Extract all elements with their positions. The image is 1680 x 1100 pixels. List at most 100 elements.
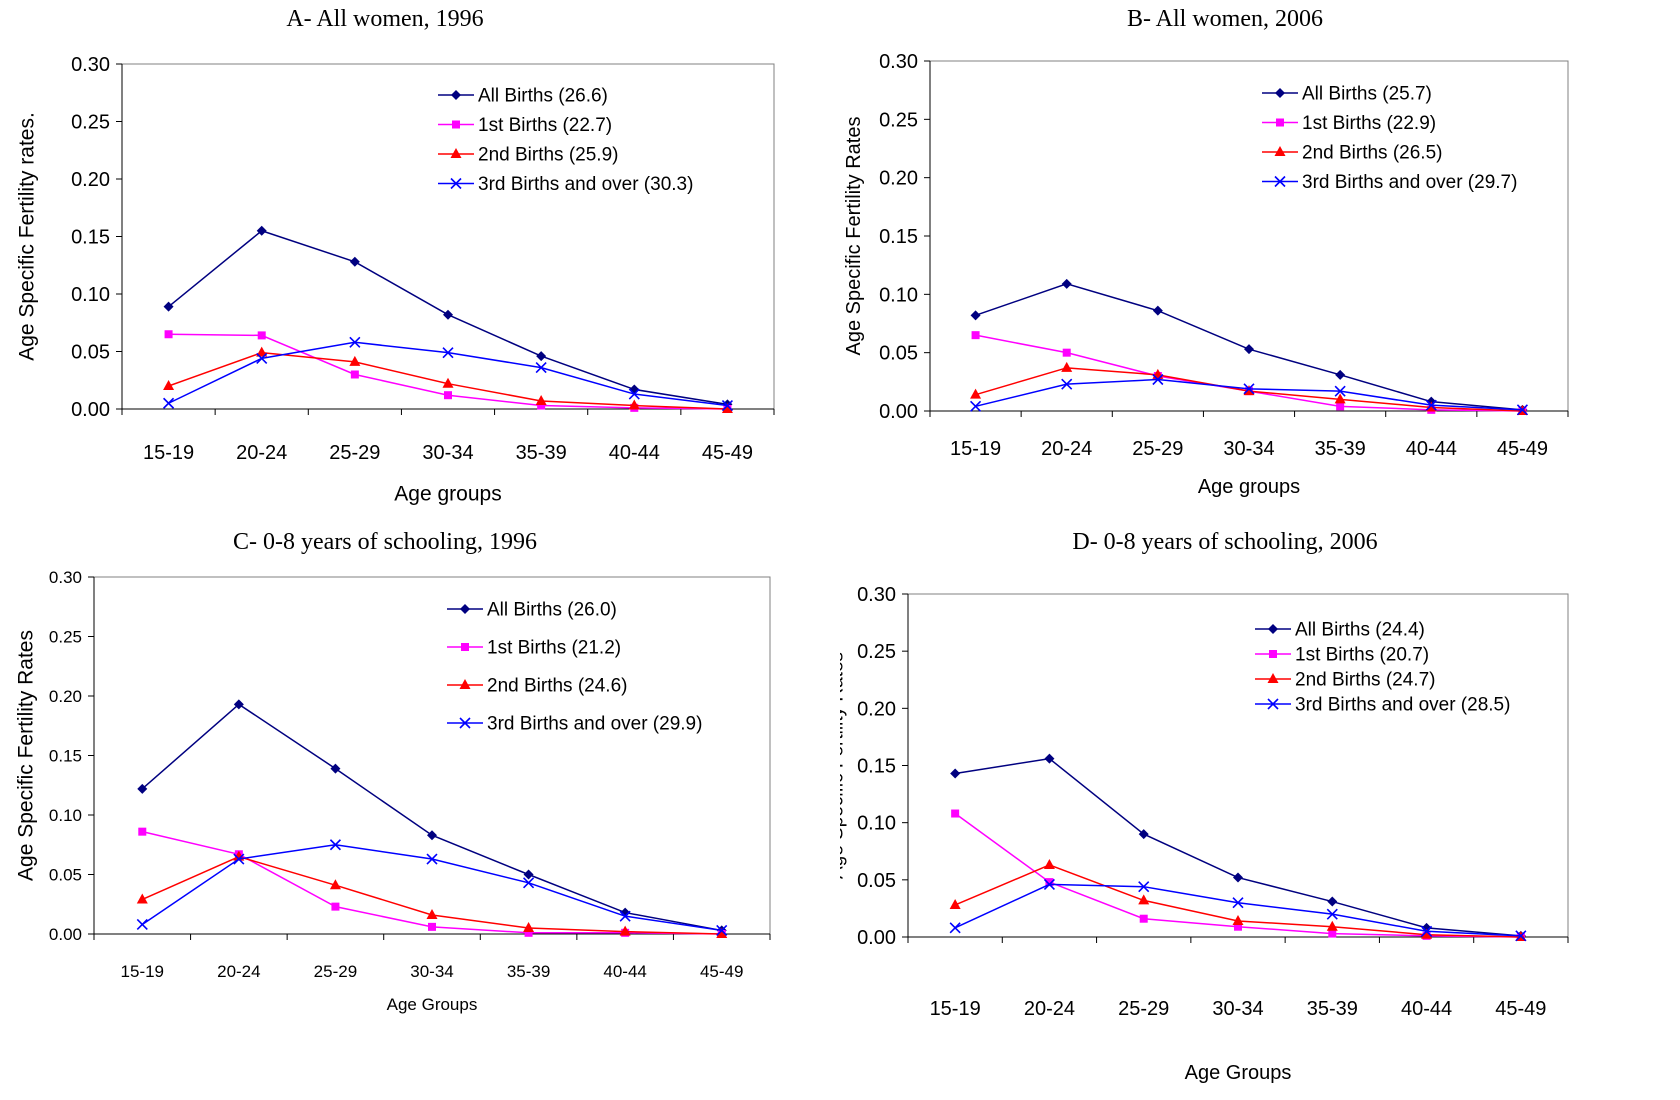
legend-item: 1st Births (22.9) xyxy=(1262,113,1436,134)
x-axis-label: Age Groups xyxy=(387,995,478,1014)
series-2 xyxy=(138,827,726,938)
data-point xyxy=(1152,373,1164,386)
data-point xyxy=(1043,858,1055,869)
y-tick-label: 0.20 xyxy=(71,169,110,191)
y-tick-label: 0.30 xyxy=(857,584,896,606)
x-axis-label: Age groups xyxy=(1198,476,1300,498)
y-tick-label: 0.10 xyxy=(857,813,896,835)
legend-label: All Births (26.0) xyxy=(487,600,617,621)
data-point xyxy=(138,827,147,836)
series-3 xyxy=(163,346,733,413)
y-tick-label: 0.10 xyxy=(49,806,82,825)
legend-item: 2nd Births (24.7) xyxy=(1255,670,1435,691)
data-point xyxy=(1061,378,1073,390)
x-tick-label: 15-19 xyxy=(143,442,194,464)
legend-label: 2nd Births (25.9) xyxy=(478,145,618,166)
data-point xyxy=(619,910,631,922)
y-tick-label: 0.05 xyxy=(71,342,110,364)
data-point xyxy=(1232,914,1244,925)
x-tick-label: 20-24 xyxy=(217,962,260,981)
data-point xyxy=(442,347,454,359)
data-point xyxy=(523,869,534,880)
data-point xyxy=(163,301,174,312)
legend-item: 3rd Births and over (28.5) xyxy=(1255,695,1510,716)
x-tick-label: 45-49 xyxy=(700,962,743,981)
y-axis-label: Age Specific Fertility Rates xyxy=(840,652,848,879)
legend-marker xyxy=(452,120,460,129)
data-point xyxy=(428,922,436,931)
x-tick-label: 45-49 xyxy=(702,442,753,464)
legend-item: 1st Births (20.7) xyxy=(1255,645,1429,666)
data-point xyxy=(136,893,148,904)
x-tick-label: 15-19 xyxy=(950,438,1001,460)
data-point xyxy=(1421,928,1433,939)
data-point xyxy=(1138,881,1150,893)
data-point xyxy=(163,380,175,390)
legend-label: 3rd Births and over (30.3) xyxy=(478,174,693,195)
data-point xyxy=(716,924,728,936)
x-tick-label: 40-44 xyxy=(603,962,646,981)
legend-item: All Births (26.0) xyxy=(447,600,617,621)
y-tick-label: 0.30 xyxy=(49,568,82,587)
y-tick-label: 0.25 xyxy=(49,627,82,646)
data-point xyxy=(950,768,961,779)
data-point xyxy=(970,400,982,412)
y-tick-label: 0.15 xyxy=(71,227,110,249)
x-tick-label: 15-19 xyxy=(930,998,981,1020)
legend-label: 2nd Births (26.5) xyxy=(1302,143,1442,164)
legend-marker xyxy=(1276,118,1284,127)
x-tick-label: 40-44 xyxy=(609,442,660,464)
x-axis-label: Age groups xyxy=(394,482,501,505)
data-point xyxy=(329,839,341,851)
legend-label: 2nd Births (24.7) xyxy=(1295,670,1435,691)
data-point xyxy=(163,397,175,409)
data-point xyxy=(1334,385,1346,397)
data-point xyxy=(1243,383,1255,395)
data-point xyxy=(1244,344,1254,355)
chart-plot: 0.00 0.05 0.10 0.15 0.20 0.25 0.30 15-19 20-24 25… xyxy=(827,584,1569,1084)
data-point xyxy=(164,330,173,339)
legend-item: 3rd Births and over (29.9) xyxy=(447,714,702,735)
y-tick-label: 0.20 xyxy=(857,698,896,720)
data-point xyxy=(721,403,733,413)
legend-marker xyxy=(1274,146,1286,156)
plot-area xyxy=(93,576,771,935)
data-point xyxy=(1139,914,1148,923)
legend-label: 1st Births (21.2) xyxy=(487,638,621,659)
y-tick-label: 0.30 xyxy=(71,54,110,76)
y-tick-label: 0.05 xyxy=(879,343,918,365)
data-point xyxy=(535,394,547,405)
series-line xyxy=(141,855,722,935)
legend-marker xyxy=(451,90,461,100)
x-tick-label: 15-19 xyxy=(121,962,164,981)
y-tick-label: 0.00 xyxy=(49,925,82,944)
data-point xyxy=(136,918,148,931)
y-tick-label: 0.25 xyxy=(879,109,918,131)
data-point xyxy=(1516,404,1528,416)
data-point xyxy=(256,352,268,364)
data-point xyxy=(233,853,245,865)
x-tick-label: 25-29 xyxy=(1118,998,1169,1020)
x-tick-label: 45-49 xyxy=(1497,438,1548,460)
x-tick-label: 30-34 xyxy=(1223,438,1274,460)
data-point xyxy=(628,388,640,400)
x-tick-label: 35-39 xyxy=(1307,998,1358,1020)
data-point xyxy=(349,355,361,366)
data-point xyxy=(523,922,535,933)
data-point xyxy=(1335,369,1346,380)
legend-item: 3rd Births and over (30.3) xyxy=(438,174,693,195)
data-point xyxy=(1152,305,1163,316)
series-4 xyxy=(163,336,733,412)
x-tick-label: 30-34 xyxy=(1212,998,1263,1020)
x-tick-label: 35-39 xyxy=(507,962,550,981)
series-line xyxy=(955,757,1521,937)
x-tick-label: 45-49 xyxy=(1495,998,1546,1020)
y-axis-label: Age Specific Fertility Rates xyxy=(843,117,865,356)
legend-item: All Births (25.7) xyxy=(1262,84,1432,105)
legend-label: All Births (25.7) xyxy=(1302,84,1432,105)
data-point xyxy=(443,309,453,320)
legend-marker xyxy=(459,717,471,729)
legend-marker xyxy=(1267,698,1279,710)
data-point xyxy=(970,310,981,321)
legend-item: All Births (26.6) xyxy=(438,86,608,107)
